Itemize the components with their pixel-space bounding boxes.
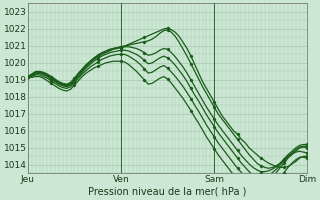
- X-axis label: Pression niveau de la mer( hPa ): Pression niveau de la mer( hPa ): [88, 187, 247, 197]
